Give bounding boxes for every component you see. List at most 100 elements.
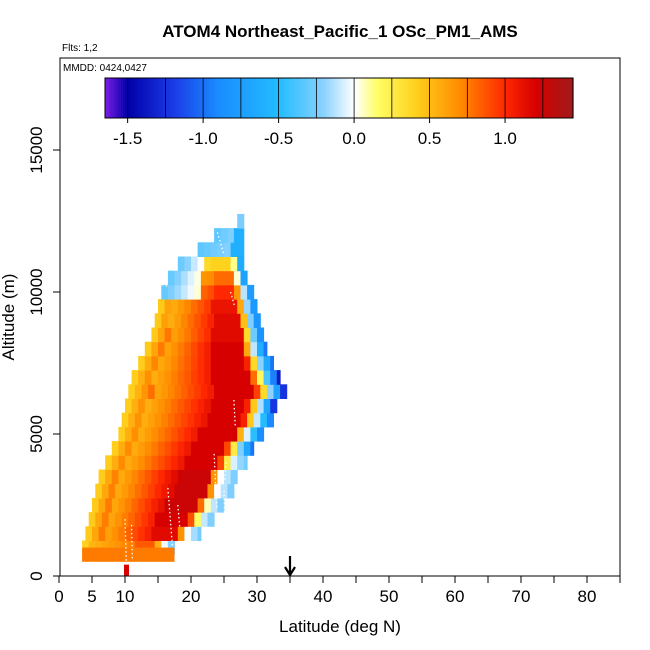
colorbar-swatch [449, 78, 452, 118]
colorbar-swatch [559, 78, 562, 118]
colorbar-swatch [327, 78, 330, 118]
curtain-cell [227, 412, 235, 428]
colorbar-swatch [111, 78, 114, 118]
colorbar-swatch [351, 78, 354, 118]
curtain-cell [151, 469, 159, 485]
colorbar-swatch [105, 78, 108, 118]
colorbar-swatch [507, 78, 510, 118]
curtain-cell [158, 469, 166, 485]
curtain-cell [214, 384, 222, 399]
colorbar-swatch [267, 78, 270, 118]
colorbar-swatch [479, 78, 482, 118]
curtain-cell [148, 512, 156, 527]
colorbar-swatch [525, 78, 528, 118]
curtain-cell [128, 483, 136, 499]
colorbar-swatch [357, 78, 360, 118]
curtain-cell [181, 313, 189, 328]
colorbar-swatch [241, 78, 244, 118]
curtain-cell [171, 441, 179, 456]
curtain-cell [207, 512, 215, 527]
curtain-cell [118, 497, 126, 513]
colorbar-swatch [259, 78, 262, 118]
curtain-cell [158, 341, 166, 357]
curtain-cell [207, 284, 215, 300]
colorbar-swatch [219, 78, 222, 118]
curtain-cell [151, 327, 159, 343]
curtain-cell [230, 256, 238, 272]
curtain-cell [230, 327, 238, 343]
colorbar-swatch [237, 78, 240, 118]
curtain-cell [167, 384, 175, 399]
colorbar-swatch [343, 78, 346, 118]
colorbar-swatch [365, 78, 368, 118]
colorbar-swatch [281, 78, 284, 118]
colorbar-swatch [383, 78, 386, 118]
curtain-cell [174, 284, 182, 300]
colorbar-swatch [411, 78, 414, 118]
colorbar-swatch [555, 78, 558, 118]
curtain-cell [151, 355, 159, 371]
colorbar-swatch [263, 78, 266, 118]
curtain-cell [224, 398, 232, 414]
curtain-cell [111, 469, 119, 485]
curtain-cell [220, 313, 228, 328]
curtain-cell [217, 341, 225, 357]
curtain-cell [105, 469, 113, 485]
colorbar-swatch [391, 78, 394, 118]
colorbar-swatch [117, 78, 120, 118]
curtain-cell [224, 256, 232, 272]
colorbar-swatch [363, 78, 366, 118]
curtain-cell [253, 384, 261, 399]
curtain-cell [171, 497, 179, 513]
colorbar-swatch [437, 78, 440, 118]
curtain-cell [98, 469, 106, 485]
curtain-cell [184, 426, 192, 442]
curtain-cell [257, 355, 265, 371]
colorbar-swatch [251, 78, 254, 118]
curtain-cell [131, 526, 139, 541]
curtain-cell [217, 256, 225, 272]
curtain-cell [118, 455, 126, 470]
colorbar-swatch [557, 78, 560, 118]
colorbar-swatch [423, 78, 426, 118]
colorbar-swatch [469, 78, 472, 118]
colorbar-swatch [455, 78, 458, 118]
curtain-cell [191, 327, 199, 343]
curtain-cell [250, 398, 258, 414]
colorbar-swatch [325, 78, 328, 118]
colorbar-swatch [387, 78, 390, 118]
curtain-cell [260, 384, 268, 399]
curtain-cell [243, 299, 251, 314]
y-tick-label: 10000 [27, 268, 46, 315]
curtain-cell [161, 284, 169, 300]
curtain-cell [105, 526, 113, 541]
curtain-cell [187, 384, 195, 399]
curtain-cell [118, 526, 126, 541]
curtain-cell [217, 441, 225, 456]
curtain-cell [184, 469, 192, 485]
colorbar-swatch [159, 78, 162, 118]
colorbar-swatch [311, 78, 314, 118]
colorbar-swatch [531, 78, 534, 118]
colorbar-swatch [367, 78, 370, 118]
curtain-cell [204, 242, 212, 257]
curtain-cell [171, 526, 179, 541]
curtain-cell [194, 512, 202, 527]
curtain-cell [184, 299, 192, 314]
curtain-cell [197, 526, 202, 541]
curtain-cell [191, 497, 199, 513]
curtain-cell [164, 370, 172, 385]
curtain-cell [181, 483, 189, 499]
colorbar-swatch [107, 78, 110, 118]
y-tick-label: 15000 [27, 126, 46, 173]
colorbar-swatch [517, 78, 520, 118]
curtain-cell [220, 412, 228, 428]
curtain-cell [85, 526, 93, 541]
colorbar-tick-label: -1.0 [188, 129, 217, 148]
colorbar-swatch [495, 78, 498, 118]
colorbar-swatch [463, 78, 466, 118]
curtain-cell [250, 341, 258, 357]
curtain-cell [224, 299, 232, 314]
curtain-cell [210, 469, 218, 485]
curtain-cell [144, 341, 152, 357]
